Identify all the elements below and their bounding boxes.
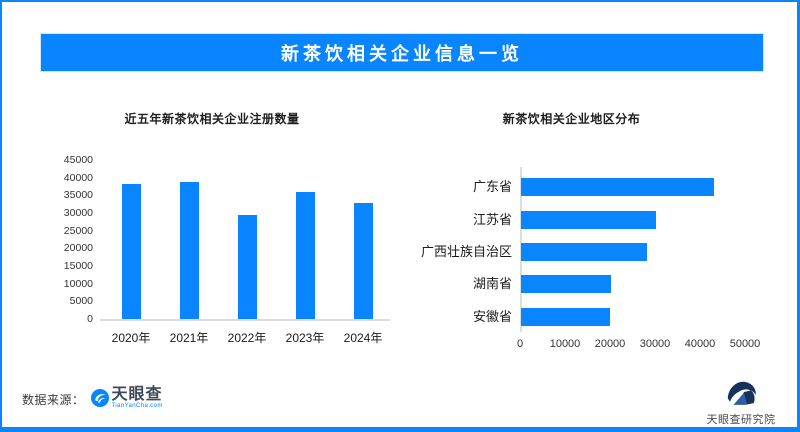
bar-2022年 [237,215,257,319]
y-axis-tick-label: 0 [87,313,93,325]
chart-regions-title: 新茶饮相关企业地区分布 [502,112,641,126]
x-axis-category-label: 2020年 [111,331,151,345]
x-axis-line [100,319,390,321]
x-axis-tick-label: 10000 [549,338,581,350]
bar-安徽省 [521,308,611,326]
chart-regions-plot: 广东省江苏省广西壮族自治区湖南省安徽省 0 10000 20000 30000 40000… [420,105,790,365]
data-source-label: 数据来源： [22,393,85,407]
data-source-block: 数据来源： 天眼查 TianYanCha.com [22,386,163,416]
bar-广西壮族自治区 [521,243,647,261]
page-title: 新茶饮相关企业信息一览 [281,43,523,64]
tianyancha-logo: 天眼查 TianYanCha.com [90,386,163,410]
tianyancha-domain: TianYanCha.com [111,403,163,409]
y-axis-category-label: 广东省 [472,179,512,194]
y-axis-category-label: 广西壮族自治区 [420,244,512,259]
y-axis-category-label: 湖南省 [472,276,512,291]
x-axis-tick-label: 30000 [639,338,671,350]
y-axis-tick-label: 40000 [63,171,93,184]
chart-registrations: 近五年新茶饮相关企业注册数量 0 5000 10000 15000 20000 25000… [40,105,400,365]
bar-湖南省 [521,275,611,293]
tianyancha-name: 天眼查 [111,386,163,403]
y-axis-tick-label: 10000 [63,277,93,290]
y-axis-tick-label: 45000 [63,154,93,166]
research-institute-logo: 天眼查研究院 [699,378,783,427]
bar-2021年 [179,181,199,319]
x-axis-category-label: 2023年 [285,331,325,345]
y-axis-tick-label: 30000 [63,207,93,219]
x-axis-tick-label: 40000 [684,338,716,350]
x-axis-tick-label: 20000 [594,338,626,350]
y-axis-category-label: 安徽省 [472,309,512,324]
bar-江苏省 [521,211,656,229]
x-axis-category-label: 2021年 [169,331,209,345]
y-axis-tick-label: 15000 [63,260,93,272]
x-axis-category-label: 2024年 [343,331,383,345]
page-title-banner: 新茶饮相关企业信息一览 [41,34,763,71]
x-axis-tick-label: 0 [516,338,524,350]
y-axis-category-label: 江苏省 [472,212,512,227]
bar-2024年 [353,202,373,319]
y-axis-tick-label: 35000 [63,189,93,202]
chart-registrations-plot: 0 5000 10000 15000 20000 25000 30000 35000 40000… [40,105,400,365]
y-axis-tick-label: 20000 [63,242,93,255]
chart-registrations-title: 近五年新茶饮相关企业注册数量 [124,112,300,126]
chart-regions: 新茶饮相关企业地区分布 广东省江苏省广西壮族自治区湖南省安徽省 0 10000 200… [420,105,790,365]
bar-广东省 [521,178,715,196]
tianyancha-wordmark: 天眼查 TianYanCha.com [112,386,163,410]
research-institute-name: 天眼查研究院 [706,414,776,426]
y-axis-tick-label: 25000 [63,224,93,237]
bar-2020年 [121,183,141,319]
x-axis-tick-label: 50000 [729,338,761,350]
research-institute-mark-icon [727,381,756,405]
y-axis-tick-label: 5000 [69,295,93,308]
x-axis-category-label: 2022年 [227,331,267,345]
bar-2023年 [295,192,315,319]
tianyancha-eye-icon [90,389,109,407]
